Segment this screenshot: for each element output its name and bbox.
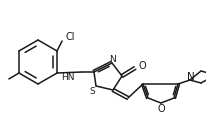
Text: S: S (89, 87, 94, 95)
Text: O: O (156, 104, 164, 114)
Text: N: N (109, 55, 116, 63)
Text: Cl: Cl (65, 32, 74, 42)
Text: N: N (186, 72, 194, 82)
Text: O: O (138, 61, 146, 71)
Text: HN: HN (61, 73, 74, 82)
